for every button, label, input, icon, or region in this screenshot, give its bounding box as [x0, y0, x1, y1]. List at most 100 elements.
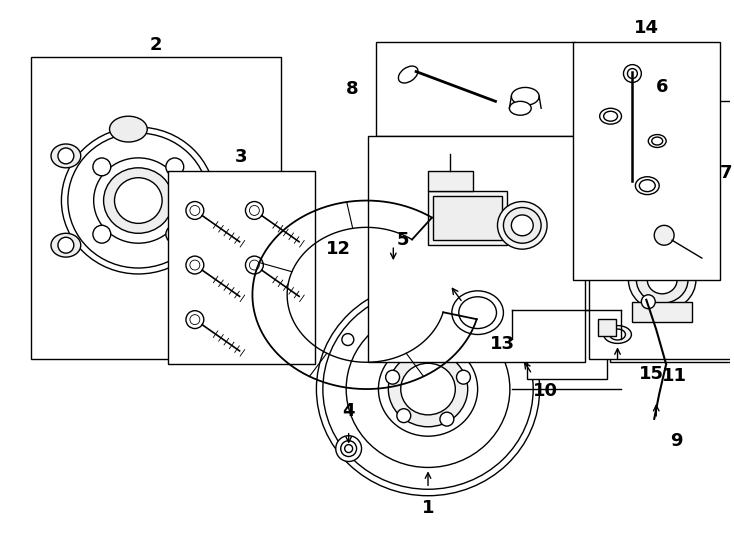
Circle shape	[345, 444, 352, 453]
Ellipse shape	[401, 363, 455, 415]
Circle shape	[58, 148, 74, 164]
Ellipse shape	[665, 146, 679, 156]
Ellipse shape	[452, 291, 504, 334]
Bar	[712, 301, 724, 316]
Text: 14: 14	[633, 19, 659, 37]
Ellipse shape	[622, 144, 642, 158]
Ellipse shape	[62, 127, 215, 274]
Circle shape	[166, 158, 184, 176]
Text: 13: 13	[490, 335, 515, 353]
Bar	[428, 191, 507, 245]
Bar	[527, 309, 606, 379]
Bar	[633, 287, 716, 330]
Ellipse shape	[603, 111, 617, 121]
Circle shape	[428, 348, 442, 362]
Ellipse shape	[539, 332, 565, 357]
Ellipse shape	[512, 215, 533, 236]
Circle shape	[190, 315, 200, 325]
Circle shape	[190, 260, 200, 270]
Ellipse shape	[668, 188, 676, 193]
Ellipse shape	[665, 186, 679, 195]
Circle shape	[250, 206, 259, 215]
Bar	[589, 102, 734, 359]
Ellipse shape	[109, 116, 148, 142]
Text: 6: 6	[656, 78, 669, 97]
Ellipse shape	[94, 158, 183, 243]
Ellipse shape	[316, 282, 539, 496]
Bar	[377, 42, 575, 136]
Circle shape	[335, 436, 362, 462]
Bar	[368, 136, 585, 362]
Ellipse shape	[636, 177, 659, 194]
Bar	[433, 195, 503, 240]
Circle shape	[385, 370, 399, 384]
Bar	[639, 295, 709, 322]
Ellipse shape	[323, 289, 533, 489]
Text: 2: 2	[150, 36, 162, 54]
Circle shape	[93, 225, 111, 243]
Ellipse shape	[399, 66, 418, 83]
Ellipse shape	[504, 207, 541, 243]
Text: 3: 3	[235, 148, 248, 166]
Circle shape	[341, 441, 357, 456]
Text: 12: 12	[326, 240, 351, 258]
Ellipse shape	[628, 187, 637, 194]
Ellipse shape	[628, 249, 696, 310]
Circle shape	[457, 370, 470, 384]
Bar	[597, 319, 616, 336]
Ellipse shape	[68, 133, 208, 268]
Bar	[625, 301, 636, 316]
Circle shape	[93, 158, 111, 176]
Circle shape	[186, 256, 204, 274]
Bar	[603, 116, 712, 231]
Text: 9: 9	[670, 431, 683, 450]
Bar	[428, 171, 473, 191]
Ellipse shape	[623, 185, 642, 197]
Bar	[633, 302, 692, 322]
Ellipse shape	[668, 148, 676, 153]
Circle shape	[628, 69, 637, 78]
Bar	[168, 171, 315, 364]
Ellipse shape	[459, 297, 496, 328]
Circle shape	[603, 316, 619, 333]
Circle shape	[250, 260, 259, 270]
Circle shape	[654, 225, 674, 245]
Bar	[573, 42, 720, 280]
Ellipse shape	[636, 256, 688, 303]
Ellipse shape	[639, 180, 655, 192]
Ellipse shape	[652, 137, 663, 145]
Circle shape	[397, 409, 411, 423]
Circle shape	[623, 65, 642, 83]
Ellipse shape	[647, 266, 677, 294]
Circle shape	[186, 201, 204, 219]
Ellipse shape	[610, 329, 625, 340]
Ellipse shape	[600, 109, 622, 124]
Bar	[625, 242, 700, 270]
Ellipse shape	[115, 178, 162, 224]
Ellipse shape	[103, 168, 173, 233]
Circle shape	[509, 316, 526, 333]
Circle shape	[58, 237, 74, 253]
Text: 10: 10	[533, 382, 558, 400]
Text: 11: 11	[661, 367, 686, 385]
Circle shape	[166, 225, 184, 243]
Circle shape	[190, 206, 200, 215]
Circle shape	[374, 335, 387, 347]
Text: 15: 15	[639, 365, 664, 383]
Ellipse shape	[51, 233, 81, 257]
Ellipse shape	[379, 342, 478, 436]
Ellipse shape	[533, 327, 571, 362]
Circle shape	[440, 412, 454, 426]
Text: 1: 1	[422, 499, 435, 517]
Text: 8: 8	[346, 80, 359, 98]
Text: 7: 7	[720, 164, 733, 183]
Circle shape	[245, 201, 264, 219]
Circle shape	[186, 310, 204, 328]
Ellipse shape	[388, 352, 468, 427]
Ellipse shape	[509, 102, 531, 115]
Ellipse shape	[648, 134, 666, 147]
Ellipse shape	[626, 146, 639, 156]
Circle shape	[642, 295, 655, 309]
Circle shape	[245, 256, 264, 274]
Ellipse shape	[512, 87, 539, 105]
